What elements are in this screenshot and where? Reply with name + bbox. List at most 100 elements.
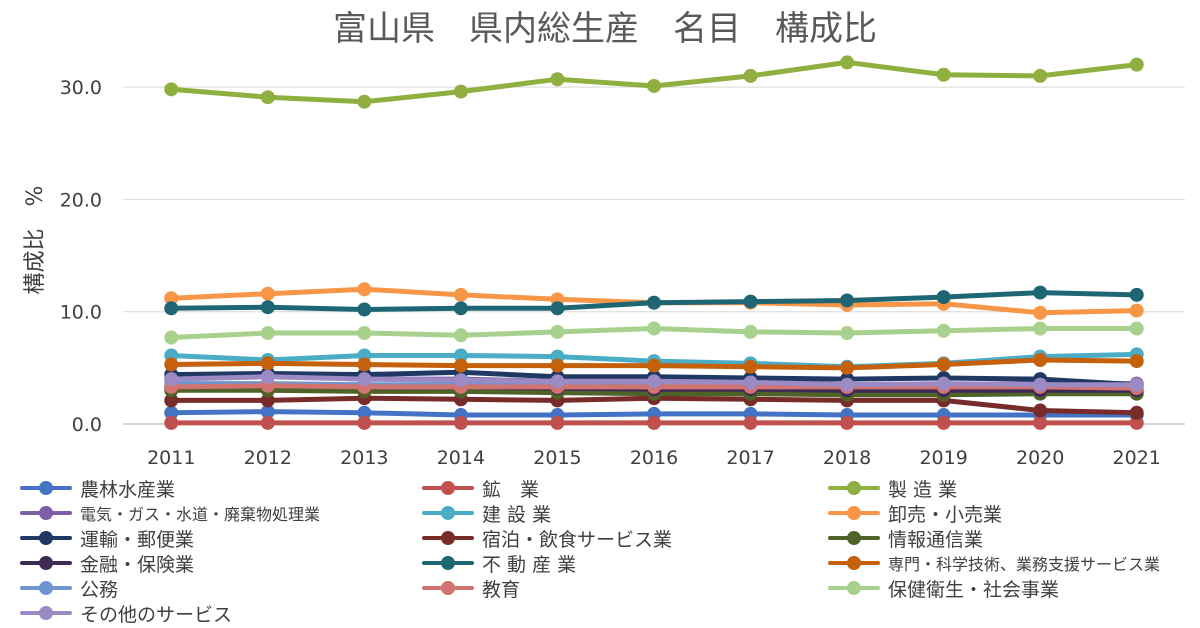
- legend-item: 鉱 業: [420, 476, 539, 501]
- data-point: [1129, 405, 1144, 420]
- legend-swatch-marker: [39, 606, 53, 620]
- x-tick-label: 2020: [1016, 447, 1064, 469]
- legend-swatch: [420, 551, 476, 575]
- data-point: [840, 55, 855, 70]
- data-point: [260, 356, 275, 371]
- legend-item: 金融・保険業: [18, 551, 194, 576]
- data-point: [1129, 377, 1144, 392]
- legend-item: 建 設 業: [420, 501, 551, 526]
- legend-swatch: [18, 576, 74, 600]
- legend-label: 情報通信業: [888, 528, 984, 551]
- chart-title: 富山県 県内総生産 名目 構成比: [333, 9, 877, 49]
- data-point: [550, 415, 565, 430]
- legend-swatch: [18, 551, 74, 575]
- data-point: [260, 393, 275, 408]
- data-point: [1033, 68, 1048, 83]
- data-point: [164, 357, 179, 372]
- legend-item: 卸売・小売業: [826, 501, 1003, 526]
- data-point: [647, 358, 661, 373]
- data-point: [647, 78, 661, 93]
- data-point: [453, 84, 468, 99]
- data-point: [1129, 415, 1144, 430]
- data-point: [936, 290, 951, 305]
- legend-item: 不 動 産 業: [420, 551, 576, 576]
- data-point: [647, 295, 661, 310]
- data-point: [936, 357, 951, 372]
- data-point: [647, 321, 661, 336]
- data-point: [647, 415, 661, 430]
- data-point: [1033, 285, 1048, 300]
- data-point: [453, 373, 468, 388]
- legend-swatch: [826, 476, 882, 500]
- data-point: [550, 324, 565, 339]
- x-tick-label: 2011: [147, 447, 195, 469]
- data-point: [1033, 415, 1048, 430]
- data-point: [453, 328, 468, 343]
- x-tick-label: 2015: [533, 447, 581, 469]
- legend-swatch-marker: [39, 556, 53, 570]
- data-point: [453, 358, 468, 373]
- legend-label: 教育: [482, 578, 521, 601]
- x-tick-label: 2017: [726, 447, 774, 469]
- series-lines: [164, 55, 1144, 430]
- legend: 農林水産業 鉱 業 製 造 業電気・ガス・水道・廃棄物処理業 建 設 業 卸売・小売業運…: [0, 472, 1200, 628]
- data-point: [743, 294, 758, 309]
- x-tick-label: 2012: [244, 447, 292, 469]
- legend-item: 公務: [18, 576, 119, 601]
- legend-swatch: [826, 526, 882, 550]
- legend-swatch: [18, 526, 74, 550]
- data-point: [357, 372, 372, 387]
- legend-label: 宿泊・飲食サービス業: [482, 528, 673, 551]
- legend-swatch: [420, 476, 476, 500]
- x-tick-label: 2014: [437, 447, 485, 469]
- legend-label: 運輸・郵便業: [80, 528, 195, 551]
- legend-item: 宿泊・飲食サービス業: [420, 526, 673, 551]
- data-point: [1033, 305, 1048, 320]
- data-point: [164, 330, 179, 345]
- data-point: [743, 68, 758, 83]
- x-tick-label: 2021: [1113, 447, 1161, 469]
- legend-label: 卸売・小売業: [888, 503, 1003, 526]
- data-point: [550, 72, 565, 87]
- legend-item: 保健衛生・社会事業: [826, 576, 1060, 601]
- legend-label: その他のサービス: [80, 603, 233, 626]
- legend-item: 情報通信業: [826, 526, 984, 551]
- legend-swatch-marker: [441, 556, 455, 570]
- data-point: [357, 405, 372, 420]
- y-axis-label: 構成比 %: [23, 186, 48, 295]
- y-tick-label: 0.0: [72, 414, 102, 436]
- y-tick-label: 10.0: [60, 302, 102, 324]
- data-point: [357, 326, 372, 341]
- legend-swatch-marker: [847, 481, 861, 495]
- legend-item: 農林水産業: [18, 476, 175, 501]
- data-point: [260, 326, 275, 341]
- data-point: [1129, 354, 1144, 369]
- data-point: [840, 415, 855, 430]
- legend-label: 保健衛生・社会事業: [888, 578, 1060, 601]
- data-point: [840, 377, 855, 392]
- data-point: [357, 282, 372, 297]
- legend-item: 専門・科学技術、業務支援サービス業: [826, 551, 1160, 575]
- legend-swatch-marker: [39, 506, 53, 520]
- data-point: [260, 90, 275, 105]
- series-11: [164, 285, 1144, 317]
- data-point: [1129, 57, 1144, 72]
- legend-swatch-marker: [441, 581, 455, 595]
- legend-label: 公務: [80, 578, 119, 601]
- legend-swatch-marker: [847, 581, 861, 595]
- y-tick-label: 30.0: [60, 77, 102, 99]
- data-point: [357, 357, 372, 372]
- data-point: [260, 404, 275, 419]
- series-12: [164, 352, 1144, 375]
- legend-item: 運輸・郵便業: [18, 526, 195, 551]
- data-point: [453, 348, 468, 363]
- data-point: [550, 301, 565, 316]
- legend-swatch: [826, 576, 882, 600]
- data-point: [164, 372, 179, 387]
- legend-swatch-marker: [847, 531, 861, 545]
- line-chart: 富山県 県内総生産 名目 構成比 構成比 % 0.0 10.0 20.0 30.0 20…: [23, 9, 1185, 469]
- legend-swatch: [18, 601, 74, 625]
- series-2: [164, 415, 1144, 430]
- data-point: [936, 415, 951, 430]
- legend-item: 教育: [420, 576, 521, 601]
